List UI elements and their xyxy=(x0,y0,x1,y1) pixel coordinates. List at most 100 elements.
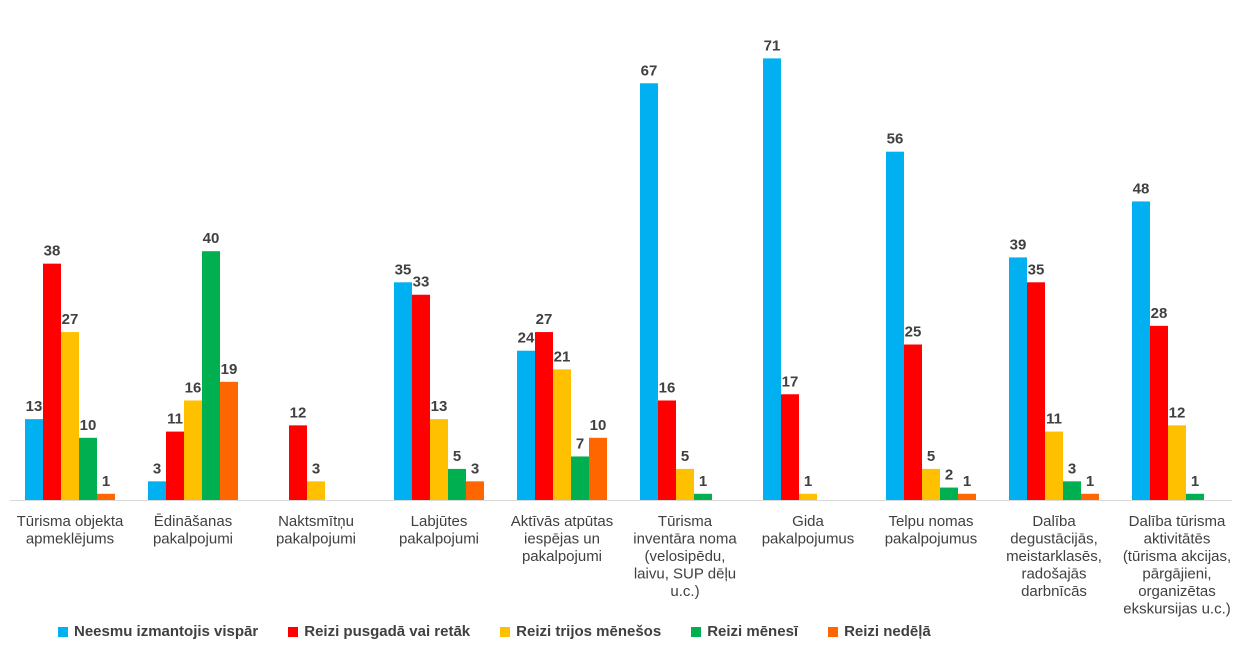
bar xyxy=(202,251,220,500)
bar xyxy=(535,332,553,500)
bar xyxy=(799,493,817,500)
data-label: 3 xyxy=(1068,460,1076,477)
legend-item: Reizi pusgadā vai retāk xyxy=(288,623,470,640)
data-label: 17 xyxy=(782,373,799,390)
bar xyxy=(589,437,607,500)
data-label: 35 xyxy=(395,261,412,278)
data-label: 1 xyxy=(963,473,971,490)
category-label: Gida pakalpojumus xyxy=(762,513,855,548)
data-label: 40 xyxy=(203,230,220,247)
bar xyxy=(25,419,43,500)
bar xyxy=(430,419,448,500)
bar xyxy=(781,394,799,500)
bar xyxy=(148,481,166,500)
data-label: 11 xyxy=(167,411,183,428)
data-label: 11 xyxy=(1046,411,1062,428)
legend-item: Neesmu izmantojis vispār xyxy=(58,623,258,640)
bar xyxy=(166,431,184,500)
data-label: 13 xyxy=(26,398,43,415)
data-label: 1 xyxy=(1086,473,1094,490)
bar xyxy=(220,381,238,500)
data-label: 5 xyxy=(681,448,689,465)
data-label: 38 xyxy=(44,243,61,260)
bar xyxy=(763,58,781,500)
bar xyxy=(886,151,904,500)
bar xyxy=(307,481,325,500)
data-label: 71 xyxy=(764,37,781,54)
legend-item: Reizi mēnesī xyxy=(691,623,798,640)
category-label: Dalība tūrisma aktivitātēs (tūrisma akcija… xyxy=(1123,513,1231,618)
legend-swatch xyxy=(828,626,839,637)
data-label: 3 xyxy=(471,460,479,477)
bar xyxy=(97,493,115,500)
data-label: 1 xyxy=(699,473,707,490)
bar xyxy=(79,437,97,500)
data-label: 13 xyxy=(431,398,448,415)
category-label: Labjūtes pakalpojumi xyxy=(399,513,479,548)
bar xyxy=(658,400,676,500)
category-label: Aktīvās atpūtas iespējas un pakalpojumi xyxy=(511,513,614,565)
data-label: 28 xyxy=(1151,305,1168,322)
data-label: 1 xyxy=(102,473,110,490)
data-label: 5 xyxy=(927,448,935,465)
legend-label: Reizi nedēļā xyxy=(844,623,931,640)
data-label: 16 xyxy=(659,379,676,396)
data-label: 1 xyxy=(804,473,812,490)
legend-swatch xyxy=(288,626,299,637)
category-label: Telpu nomas pakalpojumus xyxy=(885,513,978,548)
data-label: 27 xyxy=(62,311,79,328)
legend-swatch xyxy=(500,626,511,637)
data-label: 7 xyxy=(576,435,584,452)
data-label: 21 xyxy=(554,348,571,365)
bar xyxy=(1045,431,1063,500)
legend-label: Reizi trijos mēnešos xyxy=(516,623,662,640)
bar xyxy=(1027,282,1045,500)
data-label: 67 xyxy=(641,62,658,79)
legend-item: Reizi trijos mēnešos xyxy=(500,623,661,640)
data-label: 12 xyxy=(290,404,307,421)
data-label: 5 xyxy=(453,448,461,465)
bar xyxy=(694,493,712,500)
bar xyxy=(958,493,976,500)
data-label: 3 xyxy=(153,460,161,477)
bar xyxy=(1186,493,1204,500)
bar xyxy=(1009,257,1027,500)
bar xyxy=(1168,425,1186,500)
data-label: 3 xyxy=(312,460,320,477)
bar xyxy=(184,400,202,500)
bar xyxy=(553,369,571,500)
data-label: 33 xyxy=(413,274,430,291)
bar xyxy=(448,468,466,500)
legend-swatch xyxy=(691,626,702,637)
category-label: Naktsmītņu pakalpojumi xyxy=(276,513,356,548)
data-label: 2 xyxy=(945,467,953,484)
data-label: 19 xyxy=(221,361,238,378)
bar xyxy=(640,83,658,500)
data-label: 16 xyxy=(185,379,202,396)
bar xyxy=(922,468,940,500)
data-label: 10 xyxy=(80,417,97,434)
data-label: 10 xyxy=(590,417,607,434)
legend-swatch xyxy=(58,626,68,637)
bar xyxy=(676,468,694,500)
data-label: 12 xyxy=(1169,404,1186,421)
category-label: Tūrisma inventāra noma (velosipēdu, laivu, … xyxy=(633,513,737,600)
bar xyxy=(1063,481,1081,500)
bar xyxy=(1150,325,1168,500)
category-label: Tūrisma objekta apmeklējums xyxy=(17,513,124,548)
legend-label: Reizi mēnesī xyxy=(707,623,799,640)
bar xyxy=(1132,201,1150,500)
bar xyxy=(43,263,61,500)
legend-label: Neesmu izmantojis vispār xyxy=(74,623,259,640)
bar xyxy=(904,344,922,500)
data-label: 35 xyxy=(1028,261,1045,278)
legend-item: Reizi nedēļā xyxy=(828,623,931,640)
data-label: 56 xyxy=(887,131,904,148)
category-label: Dalība degustācijās, meistarklasēs, radošaj… xyxy=(1006,513,1102,600)
data-label: 39 xyxy=(1010,236,1027,253)
chart-legend: Neesmu izmantojis vispār Reizi pusgadā va… xyxy=(58,623,931,640)
bar xyxy=(1081,493,1099,500)
bar xyxy=(466,481,484,500)
bar xyxy=(571,456,589,500)
